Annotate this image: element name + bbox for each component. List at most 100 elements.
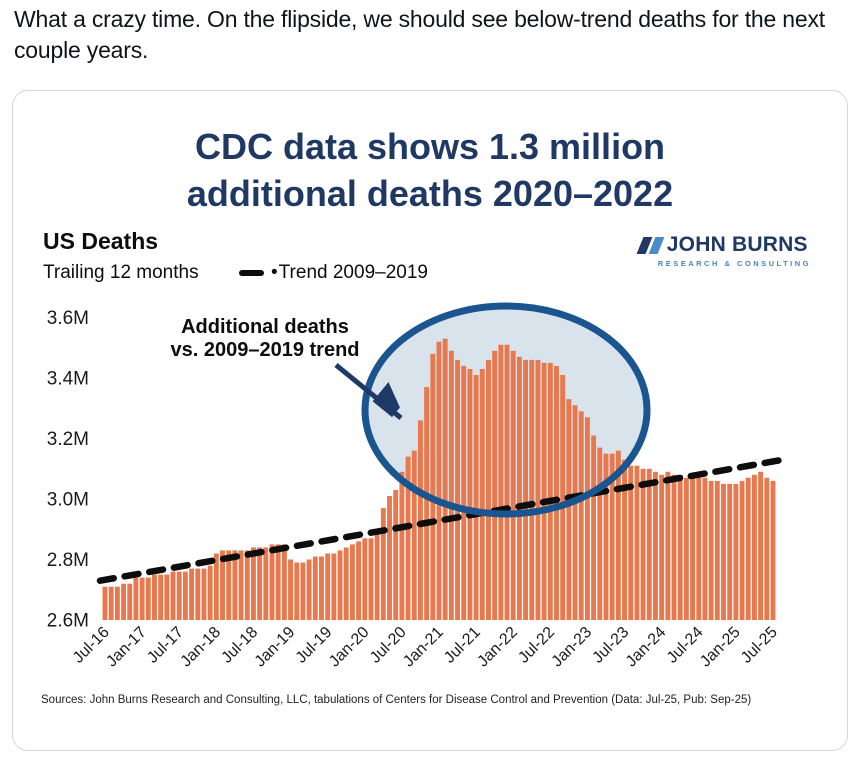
bar — [578, 411, 584, 620]
bar — [399, 471, 405, 620]
bar — [486, 359, 491, 620]
series-subtitle: Trailing 12 months — [43, 262, 199, 283]
bar — [362, 538, 368, 620]
chart-title: CDC data shows 1.3 million additional de… — [13, 123, 847, 217]
bar — [201, 568, 207, 620]
bar — [343, 547, 349, 620]
bar — [220, 550, 225, 620]
trend-legend: • Trend 2009–2019 — [239, 262, 428, 284]
bar — [714, 480, 720, 620]
bar — [306, 559, 312, 620]
bar — [646, 468, 652, 621]
bar — [504, 344, 510, 620]
annotation-line1: Additional deaths — [181, 316, 349, 338]
bar — [770, 480, 776, 620]
bar — [244, 550, 250, 620]
bar — [356, 541, 362, 620]
bar — [213, 553, 219, 620]
bar — [195, 568, 201, 620]
bar — [170, 571, 176, 620]
bar — [263, 547, 269, 620]
bar — [764, 477, 770, 620]
bar — [430, 353, 436, 620]
bar — [417, 420, 423, 620]
x-axis-label: Jan-18 — [178, 624, 225, 671]
bar — [294, 562, 300, 620]
bar — [584, 417, 590, 620]
bar — [727, 483, 733, 620]
bar — [677, 474, 683, 620]
bar — [121, 583, 127, 620]
x-axis-label: Jan-24 — [623, 624, 670, 671]
bar — [455, 359, 460, 620]
bar — [133, 577, 139, 620]
bar — [665, 471, 671, 620]
bar — [653, 471, 658, 620]
bar — [603, 453, 609, 620]
bar — [207, 565, 213, 620]
bar — [510, 350, 516, 620]
bar — [529, 359, 535, 620]
trend-dot-icon: • — [271, 262, 278, 283]
bar — [189, 568, 195, 620]
y-axis: 3.6M 3.4M 3.2M 3.0M 2.8M 2.6M — [47, 308, 89, 632]
bar — [387, 496, 392, 620]
x-axis-label: Jan-23 — [549, 624, 596, 671]
y-axis-label: 3.0M — [47, 490, 89, 511]
bar — [739, 480, 745, 620]
bar — [275, 544, 281, 620]
bar — [733, 483, 739, 620]
y-axis-label: 2.8M — [47, 550, 89, 571]
bar — [182, 571, 188, 620]
bar — [337, 550, 343, 620]
bar — [448, 350, 454, 620]
bar — [609, 453, 615, 620]
bar — [300, 562, 306, 620]
bar — [232, 550, 238, 620]
bar — [269, 544, 275, 620]
bar — [127, 583, 133, 620]
x-axis-label: Jul-25 — [738, 624, 781, 667]
bar — [541, 362, 547, 620]
y-axis-label: 2.6M — [47, 611, 89, 632]
bar — [411, 450, 417, 620]
bar — [250, 547, 256, 620]
trend-dash-icon — [239, 270, 264, 276]
x-axis-label: Jan-25 — [697, 624, 744, 671]
bar — [176, 571, 182, 620]
bar — [380, 508, 386, 620]
post-text: What a crazy time. On the flipside, we s… — [14, 6, 825, 63]
y-axis-label: 3.4M — [47, 369, 89, 390]
y-axis-label: 3.2M — [47, 429, 89, 450]
deaths-chart: 3.6M 3.4M 3.2M 3.0M 2.8M 2.6MJul-16Jan-17Jul-… — [47, 302, 787, 671]
bar — [152, 574, 157, 620]
bar — [102, 586, 108, 620]
bar — [628, 465, 634, 620]
trend-line — [96, 456, 787, 584]
bar — [281, 544, 287, 620]
bar — [479, 368, 485, 620]
john-burns-logo-icon — [636, 236, 665, 254]
bar — [566, 399, 572, 620]
trend-legend-label: Trend 2009–2019 — [278, 262, 428, 283]
bar — [591, 435, 597, 620]
bar — [467, 368, 473, 620]
bar — [325, 553, 331, 620]
annotation-arrow — [334, 363, 401, 420]
logo-tagline: RESEARCH & CONSULTING — [657, 259, 811, 268]
bar — [721, 483, 726, 620]
chart-title-line2: additional deaths 2020–2022 — [186, 173, 674, 214]
bar — [473, 375, 479, 620]
bar — [139, 577, 145, 620]
series-title: US Deaths — [43, 228, 159, 254]
bar — [615, 450, 621, 620]
bar — [708, 480, 714, 620]
bar — [696, 477, 702, 620]
bar — [164, 574, 170, 620]
x-axis: Jul-16Jan-17Jul-17Jan-18Jul-18Jan-19Jul-… — [70, 624, 781, 671]
bar — [226, 550, 232, 620]
bars-group — [102, 338, 776, 621]
bar — [597, 447, 603, 620]
bar — [554, 365, 559, 620]
